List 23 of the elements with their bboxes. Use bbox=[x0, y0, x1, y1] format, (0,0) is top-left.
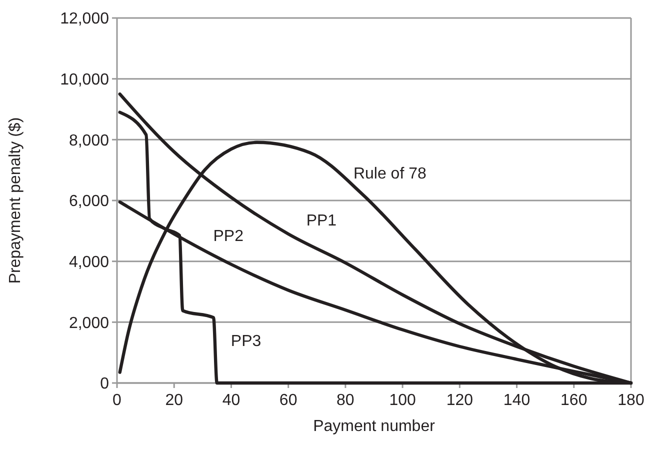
x-tick-label: 80 bbox=[336, 392, 354, 409]
y-axis-title: Prepayment penalty ($) bbox=[7, 117, 24, 284]
series-label: PP1 bbox=[306, 212, 337, 230]
y-tick-label: 12,000 bbox=[60, 10, 110, 28]
y-tick-label: 4,000 bbox=[68, 254, 110, 271]
y-tick-label: 10,000 bbox=[60, 71, 110, 88]
x-tick-label: 60 bbox=[279, 392, 298, 409]
series-label: PP2 bbox=[213, 228, 244, 246]
y-tick-label: 2,000 bbox=[68, 314, 110, 332]
x-tick-label: 180 bbox=[618, 392, 644, 409]
x-tick-label: 140 bbox=[503, 392, 530, 409]
y-tick-label: 6,000 bbox=[68, 193, 110, 210]
x-tick-label: 120 bbox=[446, 392, 474, 409]
x-tick-label: 0 bbox=[112, 392, 122, 409]
series-label: PP3 bbox=[230, 333, 262, 350]
x-tick-label: 40 bbox=[222, 392, 240, 409]
x-tick-label: 20 bbox=[165, 392, 184, 409]
series-label: Rule of 78 bbox=[353, 166, 426, 183]
y-tick-label: 8,000 bbox=[68, 132, 110, 150]
x-tick-label: 160 bbox=[560, 392, 588, 409]
y-tick-label: 0 bbox=[100, 376, 110, 393]
x-axis-title: Payment number bbox=[313, 418, 436, 435]
x-tick-label: 100 bbox=[389, 392, 416, 409]
